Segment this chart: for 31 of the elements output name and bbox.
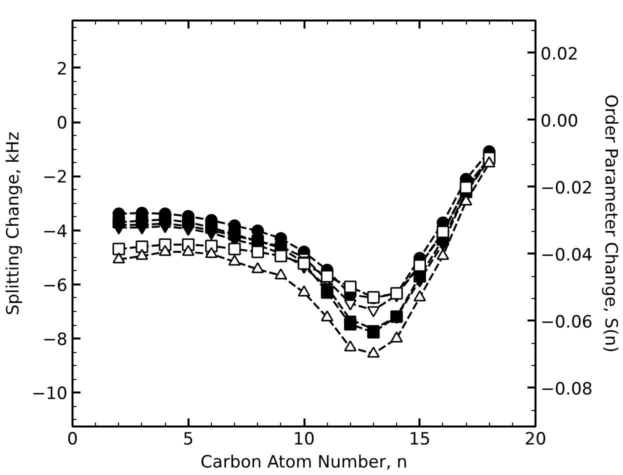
x-tick-label: 10: [293, 430, 315, 450]
y-tick-label: −8: [42, 330, 68, 350]
y2-tick-label: −0.02: [540, 178, 593, 198]
y2-tick-label: −0.04: [540, 245, 593, 266]
y-tick-label: −2: [42, 168, 68, 188]
y-tick-label: −4: [42, 222, 68, 242]
y2-tick-label: 0.02: [540, 44, 578, 64]
point: [251, 246, 264, 258]
y2-tick-label: 0.00: [540, 111, 578, 132]
point: [367, 306, 380, 318]
x-axis-title: Carbon Atom Number, n: [200, 452, 408, 472]
point: [136, 240, 148, 254]
point: [320, 270, 334, 283]
point: [436, 226, 450, 238]
point: [228, 242, 241, 256]
y-tick-label: −6: [42, 276, 68, 296]
x-tick-label: 15: [408, 430, 431, 450]
y-tick-label: −10: [32, 384, 68, 404]
point: [414, 259, 426, 272]
point: [158, 222, 172, 234]
point: [344, 280, 357, 294]
x-tick-label: 20: [524, 430, 546, 450]
y-tick-label: 0: [56, 114, 68, 134]
y2-tick-label: −0.08: [540, 379, 593, 400]
y-axis-title: Splitting Change, kHz: [4, 132, 24, 316]
point: [112, 242, 126, 256]
point: [344, 299, 357, 310]
y2-axis-title: Order Parameter Change, S(n): [600, 94, 621, 353]
y-tick-label: 2: [56, 59, 68, 80]
x-tick-label: 5: [182, 430, 194, 450]
y2-tick-label: −0.06: [540, 312, 593, 332]
